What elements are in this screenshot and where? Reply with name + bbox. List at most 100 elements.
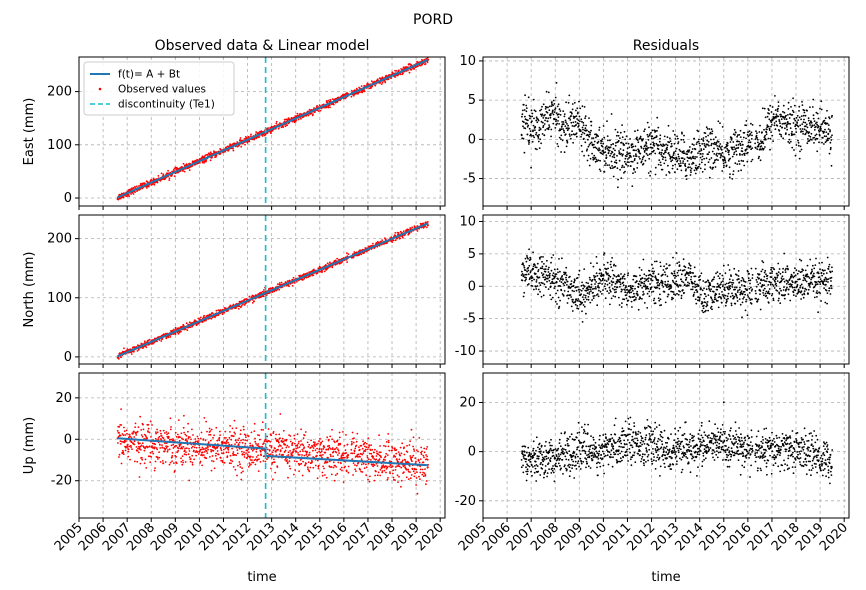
data-point: [654, 152, 657, 155]
data-point: [633, 158, 636, 160]
data-point: [767, 125, 770, 128]
data-point: [524, 94, 526, 97]
data-point: [811, 139, 813, 141]
data-point: [613, 263, 615, 266]
data-point: [610, 152, 612, 155]
data-point: [798, 105, 801, 108]
data-point: [296, 112, 299, 115]
data-point: [651, 270, 654, 273]
data-point: [584, 141, 587, 144]
data-point: [756, 137, 758, 139]
data-point: [251, 302, 254, 304]
data-point: [602, 149, 604, 152]
data-point: [537, 269, 540, 271]
data-point: [629, 152, 631, 155]
data-point: [647, 135, 649, 138]
data-point: [625, 163, 628, 166]
data-point: [635, 297, 637, 299]
data-point: [556, 143, 559, 145]
data-point: [772, 113, 775, 116]
data-point: [300, 118, 302, 120]
data-point: [539, 113, 542, 116]
data-point: [526, 255, 528, 257]
data-point: [750, 160, 753, 163]
data-point: [702, 140, 705, 142]
data-point: [673, 142, 676, 145]
data-point: [727, 151, 730, 154]
data-point: [707, 153, 710, 156]
data-point: [793, 104, 796, 107]
data-point: [157, 175, 160, 177]
data-point: [806, 126, 809, 129]
data-point: [329, 106, 331, 109]
data-point: [673, 151, 675, 154]
data-point: [570, 133, 573, 136]
data-point: [623, 172, 625, 174]
data-point: [569, 137, 572, 140]
data-point: [643, 280, 646, 283]
data-point: [394, 239, 397, 242]
data-point: [605, 154, 608, 157]
data-point: [226, 145, 229, 148]
data-point: [647, 277, 650, 280]
data-point: [558, 108, 561, 111]
data-point: [528, 248, 530, 251]
data-point: [646, 133, 649, 136]
data-point: [567, 101, 570, 104]
data-point: [561, 139, 564, 142]
data-point: [173, 328, 175, 331]
data-point: [360, 85, 363, 87]
data-point: [571, 108, 574, 111]
data-point: [737, 170, 740, 172]
data-point: [609, 146, 612, 149]
data-point: [556, 105, 559, 108]
data-point: [702, 148, 705, 151]
data-point: [722, 155, 724, 158]
data-point: [565, 101, 567, 104]
data-point: [738, 133, 741, 136]
data-point: [654, 166, 657, 169]
data-point: [550, 128, 553, 131]
data-point: [820, 100, 823, 103]
data-point: [183, 325, 185, 327]
data-point: [617, 178, 619, 181]
data-point: [299, 112, 301, 115]
data-point: [606, 290, 609, 293]
data-point: [689, 174, 692, 176]
data-point: [156, 181, 159, 184]
data-point: [583, 106, 586, 108]
data-point: [670, 142, 673, 145]
data-point: [713, 161, 716, 164]
data-point: [597, 282, 600, 285]
data-point: [287, 280, 289, 282]
data-point: [616, 167, 619, 170]
data-point: [600, 152, 603, 155]
plot-area: [520, 82, 833, 189]
data-point: [296, 280, 298, 283]
data-point: [552, 99, 555, 102]
data-point: [522, 295, 525, 298]
data-point: [621, 289, 623, 291]
data-point: [584, 127, 587, 130]
data-point: [726, 147, 728, 150]
data-point: [371, 85, 374, 88]
data-point: [732, 148, 734, 151]
data-point: [532, 129, 534, 132]
data-point: [719, 143, 722, 145]
data-point: [572, 284, 575, 287]
data-point: [565, 274, 568, 277]
data-point: [640, 160, 643, 163]
data-point: [381, 239, 384, 242]
data-point: [768, 127, 771, 130]
data-point: [557, 307, 560, 310]
data-point: [633, 168, 635, 171]
data-point: [539, 284, 542, 287]
data-point: [593, 143, 595, 146]
data-point: [398, 69, 400, 72]
data-point: [646, 285, 649, 288]
data-point: [576, 305, 579, 307]
data-point: [572, 141, 574, 144]
data-point: [783, 118, 786, 120]
data-point: [712, 143, 715, 145]
data-point: [165, 337, 168, 340]
